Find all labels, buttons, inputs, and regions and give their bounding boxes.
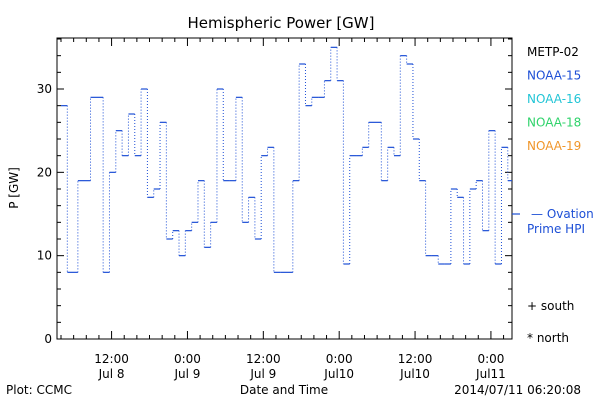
legend-entry: METP-02 bbox=[527, 45, 579, 59]
x-tick-date-label: Jul 9 bbox=[173, 367, 200, 381]
x-axis-label: Date and Time bbox=[240, 383, 328, 397]
hpi-label: — Ovation bbox=[531, 207, 594, 221]
north-marker-label: * north bbox=[527, 331, 569, 345]
x-tick-date-label: Jul11 bbox=[475, 367, 506, 381]
x-tick-time-label: 12:00 bbox=[94, 352, 129, 366]
y-tick-label: 30 bbox=[37, 82, 52, 96]
x-tick-time-label: 12:00 bbox=[246, 352, 281, 366]
y-tick-label: 20 bbox=[37, 165, 52, 179]
x-tick-date-label: Jul 9 bbox=[249, 367, 276, 381]
y-tick-label: 10 bbox=[37, 249, 52, 263]
legend: METP-02 NOAA-15 NOAA-16 NOAA-18 NOAA-19 bbox=[527, 45, 581, 153]
chart-title: Hemispheric Power [GW] bbox=[188, 14, 375, 32]
y-axis: 0 10 20 30 bbox=[37, 38, 512, 346]
x-tick-time-label: 12:00 bbox=[398, 352, 433, 366]
plot-frame bbox=[56, 37, 513, 340]
hpi-label: Prime HPI bbox=[527, 222, 585, 236]
x-tick-time-label: 0:00 bbox=[477, 352, 504, 366]
x-tick-date-label: Jul10 bbox=[323, 367, 354, 381]
x-tick-time-label: 0:00 bbox=[326, 352, 353, 366]
south-marker-label: + south bbox=[527, 299, 574, 313]
series-layer bbox=[61, 46, 512, 273]
y-tick-label: 0 bbox=[44, 332, 52, 346]
x-tick-date-label: Jul10 bbox=[399, 367, 430, 381]
legend-entry: NOAA-18 bbox=[527, 116, 581, 130]
series-noaa-15 bbox=[61, 46, 512, 273]
x-tick-time-label: 0:00 bbox=[174, 352, 201, 366]
legend-entry: NOAA-16 bbox=[527, 92, 581, 106]
legend-entry: NOAA-15 bbox=[527, 69, 581, 83]
y-axis-label: P [GW] bbox=[7, 167, 21, 209]
x-tick-date-label: Jul 8 bbox=[98, 367, 125, 381]
plot-credit: Plot: CCMC bbox=[6, 383, 72, 397]
legend-entry: NOAA-19 bbox=[527, 139, 581, 153]
plot-timestamp: 2014/07/11 06:20:08 bbox=[454, 383, 581, 397]
